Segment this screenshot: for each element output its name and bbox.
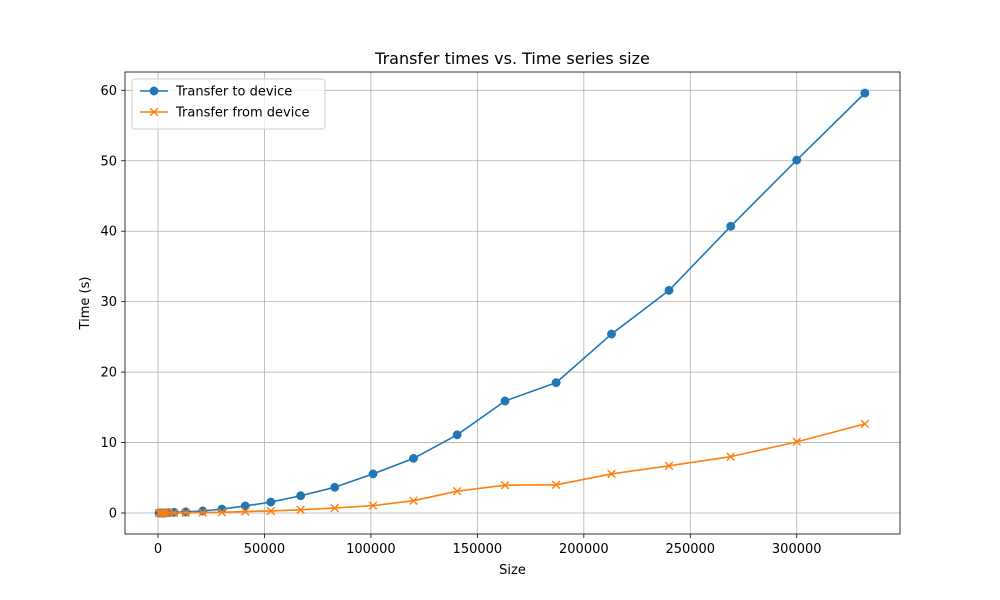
data-point-transfer-to-device — [726, 221, 736, 231]
data-point-transfer-to-device — [296, 491, 306, 501]
legend-label: Transfer from device — [175, 106, 310, 121]
data-point-transfer-from-device — [330, 503, 340, 513]
data-point-transfer-to-device — [240, 501, 250, 511]
grid-lines — [125, 72, 900, 534]
data-point-transfer-from-device — [664, 461, 674, 471]
data-point-transfer-to-device — [217, 504, 227, 514]
data-point-transfer-from-device — [181, 508, 190, 518]
data-point-transfer-to-device — [664, 285, 674, 295]
x-tick-label: 100000 — [346, 542, 396, 557]
x-axis-title: Size — [499, 563, 526, 578]
y-tick-label: 0 — [109, 507, 117, 522]
data-point-transfer-to-device — [368, 469, 378, 479]
data-point-transfer-to-device — [198, 506, 208, 516]
y-tick-label: 60 — [100, 84, 117, 99]
data-point-transfer-to-device — [266, 497, 276, 507]
series-layer — [154, 88, 870, 518]
data-point-transfer-from-device — [241, 507, 250, 516]
data-point-transfer-to-device — [409, 453, 418, 463]
y-axis-title: Time (s) — [78, 277, 93, 331]
data-point-transfer-from-device — [169, 508, 179, 518]
x-tick-label: 200000 — [559, 542, 609, 557]
x-tick-label: 250000 — [665, 542, 715, 557]
data-point-transfer-from-device — [726, 452, 736, 461]
data-point-transfer-to-device — [452, 430, 462, 440]
axis-ticks: 0 50000 100000 150000 200000 250000 300000 0 10 2… — [100, 84, 821, 557]
y-tick-label: 10 — [100, 436, 117, 451]
legend-entry-transfer-from-device: Transfer from device — [140, 106, 310, 121]
x-tick-label: 300000 — [772, 542, 822, 557]
x-tick-label: 0 — [154, 542, 162, 557]
data-point-transfer-from-device — [368, 501, 378, 510]
data-point-transfer-to-device — [607, 329, 616, 339]
x-tick-label: 50000 — [244, 542, 285, 557]
data-point-transfer-from-device — [551, 480, 561, 490]
legend-marker — [149, 107, 159, 117]
legend-box — [131, 78, 326, 130]
data-point-transfer-from-device — [296, 505, 305, 515]
chart-title: Transfer times vs. Time series size — [374, 49, 650, 68]
data-point-transfer-from-device — [217, 508, 227, 517]
data-point-transfer-to-device — [500, 396, 510, 406]
data-point-transfer-from-device — [792, 437, 802, 447]
y-tick-label: 20 — [100, 366, 117, 381]
data-point-transfer-from-device — [266, 506, 276, 516]
data-point-transfer-to-device — [860, 88, 870, 98]
data-point-transfer-to-device — [551, 378, 561, 388]
legend: Transfer to device Transfer from device — [131, 78, 326, 130]
series-transfer-from-device — [154, 419, 870, 518]
data-point-transfer-from-device — [198, 508, 208, 517]
data-point-transfer-to-device — [330, 482, 340, 492]
data-point-transfer-from-device — [500, 480, 510, 490]
data-point-transfer-from-device — [409, 496, 418, 505]
data-point-transfer-from-device — [452, 486, 462, 496]
data-point-transfer-to-device — [792, 155, 802, 165]
data-point-transfer-from-device — [860, 419, 870, 429]
data-point-transfer-from-device — [161, 508, 170, 518]
legend-marker — [149, 86, 159, 96]
x-tick-label: 150000 — [453, 542, 503, 557]
y-tick-label: 50 — [100, 154, 117, 169]
y-tick-label: 30 — [100, 295, 117, 310]
data-point-transfer-from-device — [607, 469, 616, 479]
y-tick-label: 40 — [100, 225, 117, 240]
legend-label: Transfer to device — [175, 85, 292, 100]
legend-entry-transfer-to-device: Transfer to device — [140, 85, 292, 100]
plot-frame — [124, 71, 901, 535]
